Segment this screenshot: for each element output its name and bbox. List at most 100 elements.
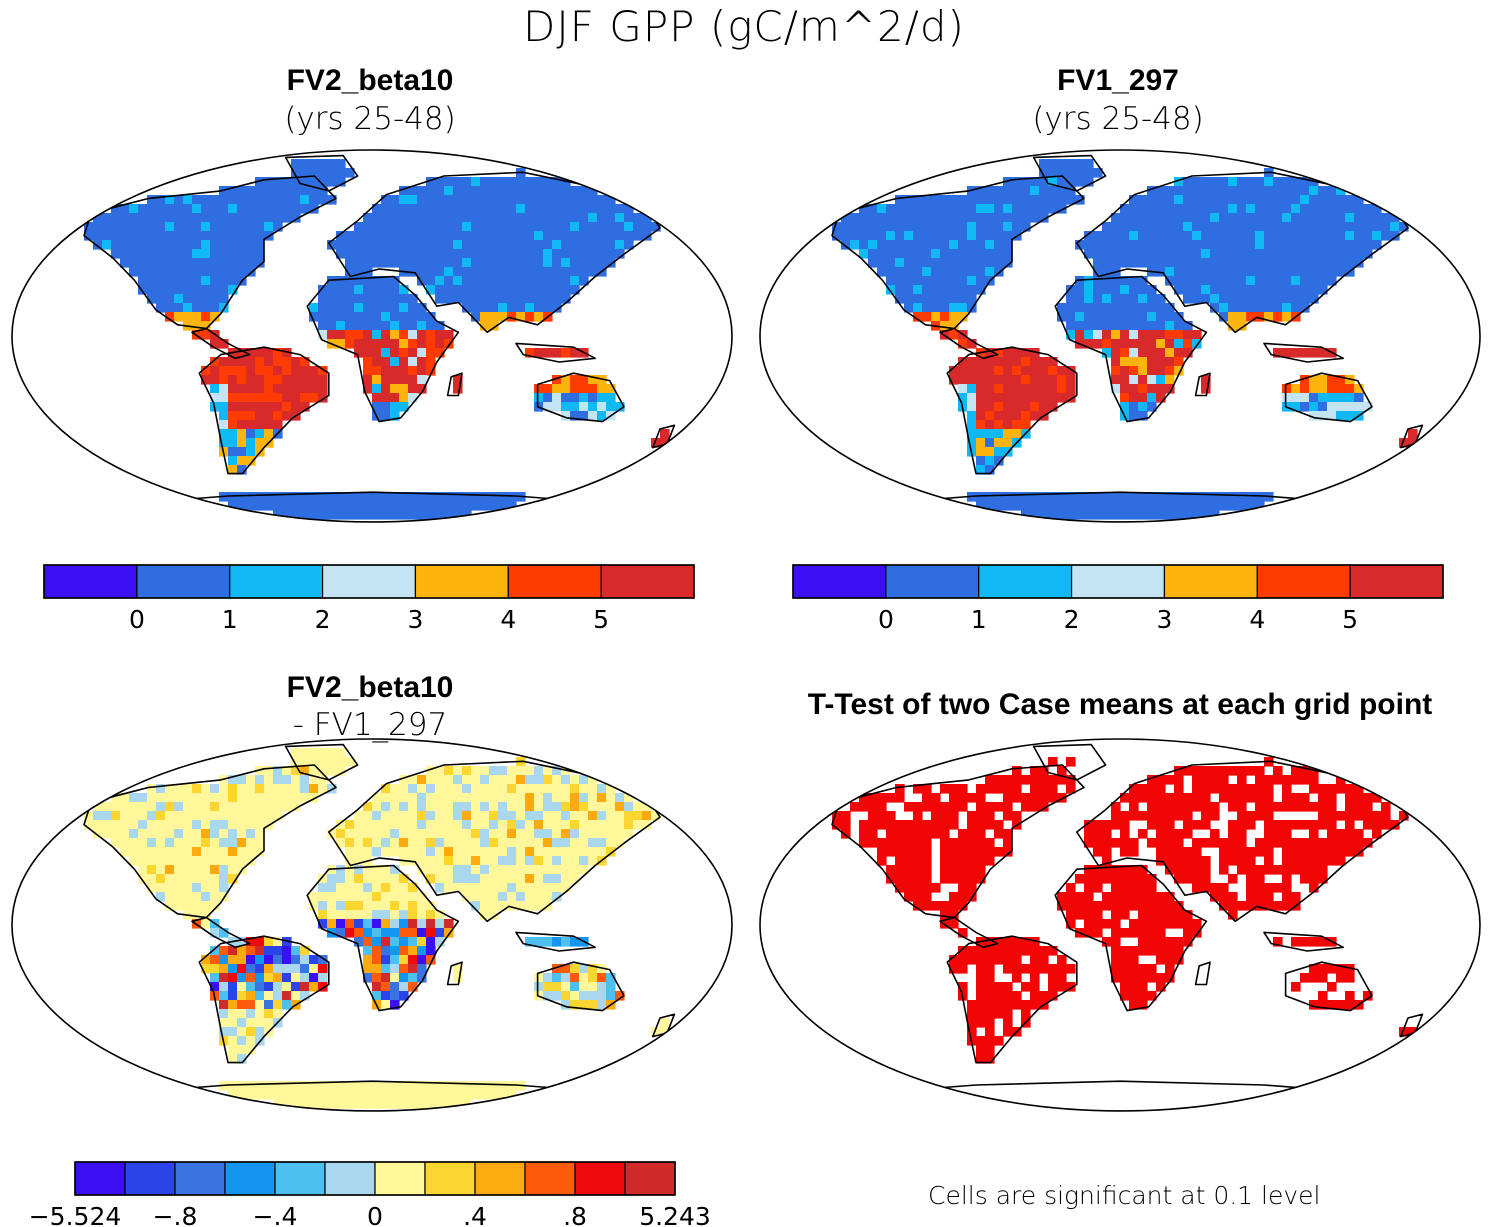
coastline-africa [306, 275, 460, 423]
coastline-indonesia [515, 342, 597, 363]
panel-title-bottom-left: FV2_beta10 [286, 671, 454, 704]
panel-subtitle-top-left: (yrs 25-48) [284, 101, 456, 137]
coastline-eurasia [1076, 760, 1409, 923]
colorbar-tick-label: −5.524 [29, 1202, 122, 1227]
coastline-north-america [83, 764, 337, 919]
coastline-africa [306, 864, 460, 1012]
colorbar-swatch [1070, 564, 1166, 599]
colorbar-swatch [424, 1161, 476, 1196]
colorbar-swatch [524, 1161, 576, 1196]
colorbar-swatch [136, 564, 231, 599]
colorbar-tick-label: .4 [463, 1202, 487, 1227]
colorbar-tick-label: 0 [878, 605, 894, 634]
colorbar-swatch [600, 564, 695, 599]
colorbar-tick-label: −.8 [153, 1202, 198, 1227]
land-grid-cells [84, 159, 670, 520]
coastline-australia [536, 372, 625, 423]
coastline-south-america [198, 935, 330, 1064]
colorbar-swatch [274, 1161, 326, 1196]
colorbar-tick-label: 2 [1064, 605, 1080, 634]
panel-subtitle-top-right: (yrs 25-48) [1032, 101, 1204, 137]
coastline-indonesia [1263, 931, 1344, 952]
significance-footnote: Cells are significant at 0.1 level [928, 1181, 1321, 1210]
colorbar-difference: −5.524 −.8 −.4 0 .4 .8 5.243 [29, 1161, 711, 1227]
colorbar-swatch [507, 564, 602, 599]
map-top-left [11, 149, 733, 523]
coastline-north-america [83, 175, 337, 330]
colorbar-swatch [1256, 564, 1351, 599]
colorbar-swatch [124, 1161, 176, 1196]
coastline-greenland [284, 743, 359, 781]
coastline-south-america [198, 346, 330, 475]
coastline-africa [1054, 275, 1208, 423]
coastline-central-america [939, 327, 999, 360]
coastline-greenland [1032, 743, 1107, 781]
colorbar-tick-label: 4 [500, 605, 516, 634]
colorbar-swatch [474, 1161, 526, 1196]
coastline-australia [1284, 961, 1373, 1012]
colorbar-tick-label: 2 [315, 605, 331, 634]
coastline-greenland [284, 154, 359, 192]
colorbar-swatch [885, 564, 980, 599]
land-grid-cells [832, 159, 1418, 520]
coastline-eurasia [327, 760, 661, 923]
map-border [11, 149, 733, 523]
colorbar-frame [792, 564, 1444, 599]
colorbar-top-right: 0 1 2 3 4 5 [792, 564, 1444, 634]
colorbar-swatch [792, 564, 887, 599]
coastline-australia [536, 961, 625, 1012]
colorbar-swatch [374, 1161, 426, 1196]
colorbar-frame [43, 564, 695, 599]
coastline-central-america [191, 916, 251, 949]
panel-title-bottom-right: T-Test of two Case means at each grid po… [807, 688, 1433, 721]
colorbar-tick-label: 0 [129, 605, 145, 634]
colorbar-tick-label: .8 [563, 1202, 587, 1227]
coastline-madagascar [1194, 372, 1211, 397]
colorbar-swatch [978, 564, 1073, 599]
coastline-australia [1284, 372, 1373, 423]
map-bottom-left [11, 738, 733, 1112]
colorbar-tick-label: 1 [971, 605, 987, 634]
colorbar-tick-label: 4 [1249, 605, 1265, 634]
colorbar-swatch [43, 564, 138, 599]
colorbar-swatch [324, 1161, 376, 1196]
coastline-madagascar [1194, 961, 1211, 986]
map-bottom-right [759, 738, 1481, 1112]
coastline-eurasia [327, 171, 661, 334]
colorbar-swatch [624, 1161, 676, 1196]
coastline-eurasia [1076, 171, 1409, 334]
coastline-central-america [191, 327, 251, 360]
coastline-south-america [946, 346, 1078, 475]
colorbar-swatch [74, 1161, 126, 1196]
colorbar-swatch [321, 564, 417, 599]
panel-title-top-left: FV2_beta10 [286, 64, 454, 97]
coastline-madagascar [446, 372, 463, 397]
coastline-greenland [1032, 154, 1107, 192]
colorbar-tick-label: 1 [222, 605, 238, 634]
coastline-central-america [939, 916, 999, 949]
colorbar-tick-label: 5 [1342, 605, 1358, 634]
colorbar-swatch [574, 1161, 626, 1196]
coastline-madagascar [446, 961, 463, 986]
colorbar-swatch [1349, 564, 1444, 599]
colorbar-tick-label: 3 [407, 605, 423, 634]
colorbar-tick-label: 5.243 [639, 1202, 711, 1227]
colorbar-tick-label: −.4 [253, 1202, 298, 1227]
coastline-south-america [946, 935, 1078, 1064]
land-grid-cells [832, 757, 1418, 1064]
map-border [11, 738, 733, 1112]
map-border [759, 149, 1481, 523]
coastlines [831, 743, 1424, 1111]
colorbar-swatch [229, 564, 324, 599]
colorbar-tick-label: 5 [593, 605, 609, 634]
colorbar-swatch [1163, 564, 1258, 599]
colorbar-tick-label: 3 [1156, 605, 1172, 634]
land-grid-cells [84, 748, 670, 1109]
coastline-indonesia [1263, 342, 1344, 363]
colorbar-swatch [174, 1161, 226, 1196]
map-border [759, 738, 1481, 1112]
panel-title-top-right: FV1_297 [1057, 64, 1179, 97]
coastline-north-america [831, 764, 1085, 919]
map-top-right [759, 149, 1481, 523]
